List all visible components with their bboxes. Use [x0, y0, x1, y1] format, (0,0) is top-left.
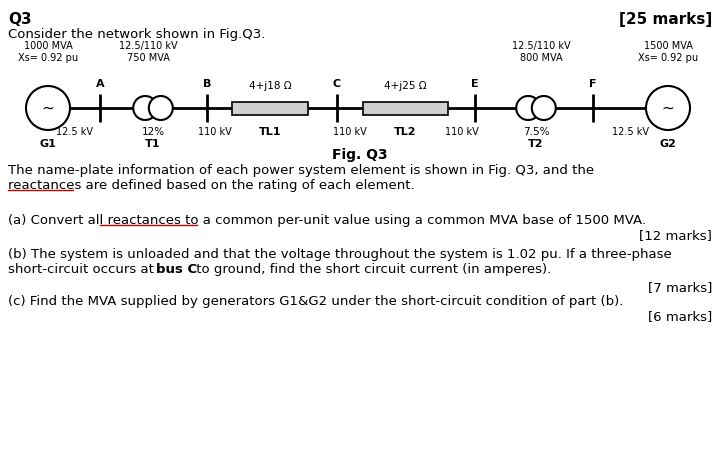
Text: 12.5 kV: 12.5 kV [612, 127, 649, 137]
Text: short-circuit occurs at: short-circuit occurs at [8, 263, 158, 275]
Circle shape [646, 87, 690, 131]
Text: 800 MVA: 800 MVA [520, 53, 562, 63]
Text: reactances are defined based on the rating of each element.: reactances are defined based on the rati… [8, 179, 415, 192]
Text: C: C [333, 79, 341, 89]
Text: 7.5%: 7.5% [523, 127, 549, 137]
Circle shape [532, 97, 556, 121]
Text: (a) Convert all reactances to a common per-unit value using a common MVA base of: (a) Convert all reactances to a common p… [8, 213, 646, 226]
Text: 1500 MVA: 1500 MVA [644, 41, 693, 51]
Text: E: E [471, 79, 479, 89]
Circle shape [26, 87, 70, 131]
Text: 4+j25 Ω: 4+j25 Ω [384, 81, 427, 91]
Text: TL1: TL1 [258, 127, 282, 137]
Text: 4+j18 Ω: 4+j18 Ω [248, 81, 292, 91]
Text: (b) The system is unloaded and that the voltage throughout the system is 1.02 pu: (b) The system is unloaded and that the … [8, 247, 672, 260]
Text: Xs= 0.92 pu: Xs= 0.92 pu [18, 53, 78, 63]
Text: T2: T2 [528, 139, 544, 149]
Text: 110 kV: 110 kV [197, 127, 231, 137]
Text: A: A [96, 79, 104, 89]
Text: [12 marks]: [12 marks] [639, 229, 712, 242]
Circle shape [133, 97, 157, 121]
Text: to ground, find the short circuit current (in amperes).: to ground, find the short circuit curren… [192, 263, 552, 275]
Text: Q3: Q3 [8, 12, 32, 27]
Text: 12.5/110 kV: 12.5/110 kV [119, 41, 177, 51]
Bar [232, 102, 308, 115]
Text: 110 kV: 110 kV [333, 127, 367, 137]
Text: Consider the network shown in Fig.Q3.: Consider the network shown in Fig.Q3. [8, 28, 266, 41]
Text: 1000 MVA: 1000 MVA [24, 41, 73, 51]
Text: ~: ~ [42, 100, 55, 115]
Text: (c) Find the MVA supplied by generators G1&G2 under the short-circuit condition : (c) Find the MVA supplied by generators … [8, 294, 624, 307]
Text: T1: T1 [145, 139, 161, 149]
Text: ~: ~ [662, 100, 675, 115]
Text: 750 MVA: 750 MVA [127, 53, 169, 63]
Text: [7 marks]: [7 marks] [647, 281, 712, 294]
Text: Fig. Q3: Fig. Q3 [332, 148, 388, 162]
Text: TL2: TL2 [395, 127, 417, 137]
Text: G2: G2 [660, 139, 676, 149]
Text: 12%: 12% [141, 127, 165, 137]
Circle shape [516, 97, 540, 121]
Text: G1: G1 [40, 139, 56, 149]
Text: The name-plate information of each power system element is shown in Fig. Q3, and: The name-plate information of each power… [8, 163, 594, 176]
Text: 110 kV: 110 kV [445, 127, 478, 137]
Text: Xs= 0.92 pu: Xs= 0.92 pu [638, 53, 698, 63]
Text: [25 marks]: [25 marks] [618, 12, 712, 27]
Circle shape [149, 97, 173, 121]
Text: 12.5/110 kV: 12.5/110 kV [512, 41, 570, 51]
Text: B: B [203, 79, 211, 89]
Text: [6 marks]: [6 marks] [648, 309, 712, 322]
Text: 12.5 kV: 12.5 kV [55, 127, 92, 137]
Text: F: F [589, 79, 597, 89]
Bar [363, 102, 448, 115]
Text: bus C: bus C [156, 263, 197, 275]
